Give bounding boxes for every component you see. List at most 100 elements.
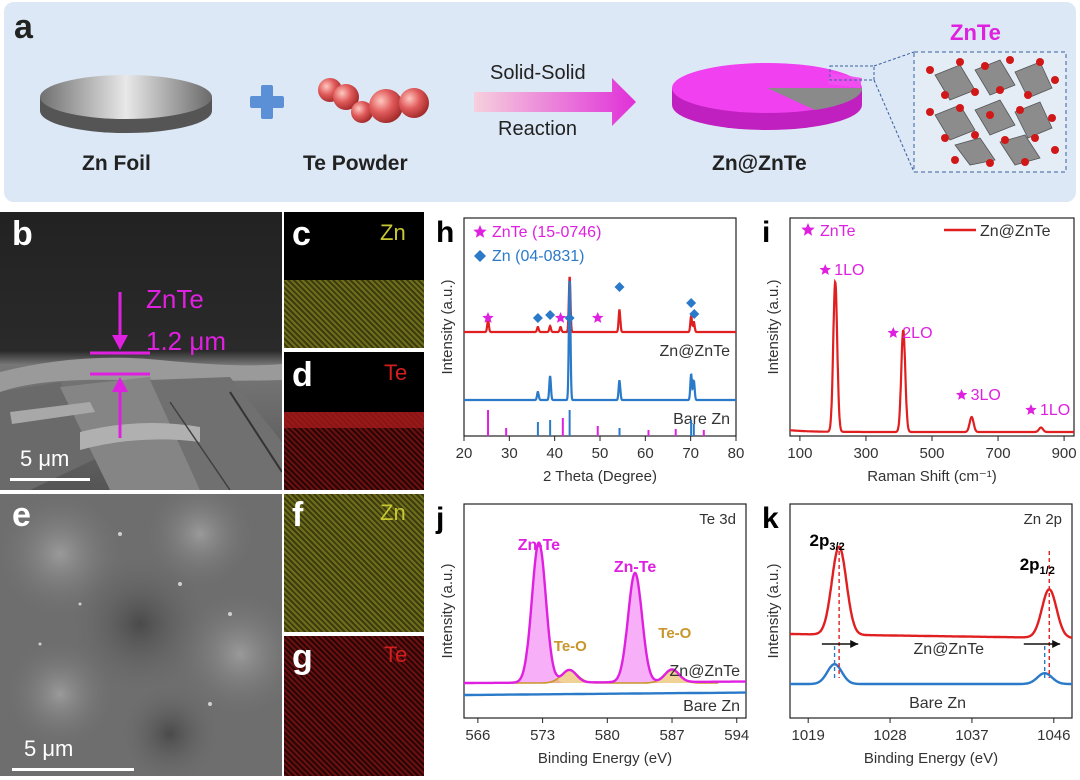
x-tick-label: 580 [595, 727, 620, 744]
eds-te-label-g: Te [384, 642, 408, 667]
zn-peak-marker [614, 282, 625, 292]
znte-peak-marker [554, 312, 567, 323]
arrow-bottom-label: Reaction [498, 118, 577, 140]
x-tick-label: 1037 [955, 727, 988, 744]
plus-icon [250, 85, 284, 119]
arrow-top-label: Solid-Solid [490, 62, 586, 84]
znte-crystal-structure [873, 51, 1067, 173]
raman-series [789, 278, 1074, 434]
plot-frame [463, 503, 747, 719]
panel-letter: i [762, 216, 770, 249]
scheme-drawing [40, 51, 1067, 173]
xps-series-zn-znte [464, 541, 746, 685]
crystal-label: ZnTe [950, 20, 1001, 45]
series-label: Zn@ZnTe [914, 641, 985, 658]
x-tick-label: 500 [919, 445, 944, 462]
y-axis-label: Intensity (a.u.) [765, 563, 782, 658]
zn-peak-marker [532, 313, 543, 323]
x-tick-label: 20 [456, 445, 473, 462]
xps-series-zn-znte [790, 545, 1073, 639]
eds-map-te-cross [284, 352, 424, 490]
series-label: Zn@ZnTe [670, 663, 741, 680]
scale-label-b: 5 μm [20, 446, 70, 471]
annotation-te-o: Te-O [658, 625, 691, 642]
eds-map-zn-top [284, 494, 424, 632]
legend-label-series: Zn@ZnTe [980, 223, 1051, 240]
x-tick-label: 80 [728, 445, 745, 462]
znte-peak-marker [482, 312, 494, 323]
raman-peak-label: 3LO [971, 387, 1001, 404]
panel-letter-c: c [292, 215, 311, 253]
x-axis-label: Binding Energy (eV) [864, 750, 998, 767]
chart-title: Zn 2p [1024, 511, 1062, 528]
series-label: Bare Zn [909, 695, 966, 712]
x-tick-label: 50 [592, 445, 609, 462]
eds-zn-label-c: Zn [380, 220, 406, 245]
annotation-zn-te: Zn-Te [614, 559, 656, 576]
legend-marker-znte [801, 223, 815, 236]
zn-peak-marker [686, 298, 697, 308]
shift-arrow-head [850, 640, 859, 648]
x-tick-label: 900 [1052, 445, 1077, 462]
x-axis-label: 2 Theta (Degree) [543, 468, 657, 485]
raman-peak-label: 1LO [1040, 402, 1070, 419]
annotation-zn-te: Zn-Te [518, 537, 560, 554]
znte-layer-label: ZnTe [146, 284, 204, 314]
legend-label-znte: ZnTe [820, 223, 856, 240]
xps-series-bare-zn [790, 663, 1072, 686]
raman-peak-marker [887, 327, 899, 338]
xrd-series-zn-znte [464, 276, 736, 334]
y-axis-label: Intensity (a.u.) [765, 279, 782, 374]
raman-chart: 100 300 500 700 900 Raman Shift (cm⁻¹) Intensi… [762, 216, 1077, 485]
xps-zn2p-chart: 1019 1028 1037 1046 Binding Energy (eV) Inten… [762, 502, 1073, 767]
x-tick-label: 70 [682, 445, 699, 462]
eds-map-te-top [284, 636, 424, 776]
raman-peak-marker [819, 264, 831, 275]
xrd-series-bare-zn [464, 280, 736, 402]
eds-zn-label-f: Zn [380, 500, 406, 525]
x-tick-label: 566 [465, 727, 490, 744]
legend-marker-zn [474, 250, 486, 262]
znte-peak-marker [592, 312, 604, 323]
product-label: Zn@ZnTe [712, 152, 807, 175]
series-label: Bare Zn [683, 698, 740, 715]
panel-letter-a: a [14, 8, 33, 46]
series-label: Zn@ZnTe [660, 343, 731, 360]
x-tick-label: 1019 [792, 727, 825, 744]
te-powder-spheres [318, 78, 429, 123]
y-axis-label: Intensity (a.u.) [439, 279, 456, 374]
x-axis-label: Raman Shift (cm⁻¹) [867, 468, 997, 485]
zn-znte-disc [672, 63, 875, 130]
chart-title: Te 3d [699, 511, 736, 528]
raman-peak-marker [955, 389, 968, 400]
zn-peak-marker [545, 310, 556, 320]
te-powder-label: Te Powder [303, 152, 408, 175]
xps-te3d-chart: 566 573 580 587 594 Binding Energy (eV) Intens… [435, 502, 749, 767]
shift-arrow-head [1052, 640, 1061, 648]
panel-letter-b: b [12, 215, 33, 253]
zn-peak-marker [689, 309, 700, 319]
panel-letter-f: f [292, 496, 304, 534]
xrd-chart: 20 30 40 50 60 70 80 2 Theta (Degree) Intensity … [436, 216, 745, 485]
annotation-2p3-2: 2p3/2 [810, 531, 845, 553]
x-axis-label: Binding Energy (eV) [538, 750, 672, 767]
y-axis-label: Intensity (a.u.) [439, 563, 456, 658]
x-tick-label: 300 [853, 445, 878, 462]
thickness-label: 1.2 μm [146, 326, 227, 356]
legend-label-zn: Zn (04-0831) [492, 248, 585, 265]
thickness-indicator [90, 292, 150, 438]
x-tick-label: 1046 [1037, 727, 1070, 744]
x-tick-label: 100 [787, 445, 812, 462]
x-tick-label: 700 [986, 445, 1011, 462]
x-tick-label: 30 [501, 445, 518, 462]
reaction-arrow [474, 78, 636, 126]
panel-letter-e: e [12, 496, 31, 534]
series-label: Bare Zn [673, 411, 730, 428]
zn-peak-marker [564, 313, 575, 323]
x-tick-label: 40 [546, 445, 563, 462]
scale-bar-b [10, 478, 90, 481]
panel-letter-g: g [292, 638, 313, 676]
zn-te-fill [477, 543, 719, 683]
raman-peak-label: 1LO [834, 262, 864, 279]
panel-letter: h [436, 216, 454, 249]
